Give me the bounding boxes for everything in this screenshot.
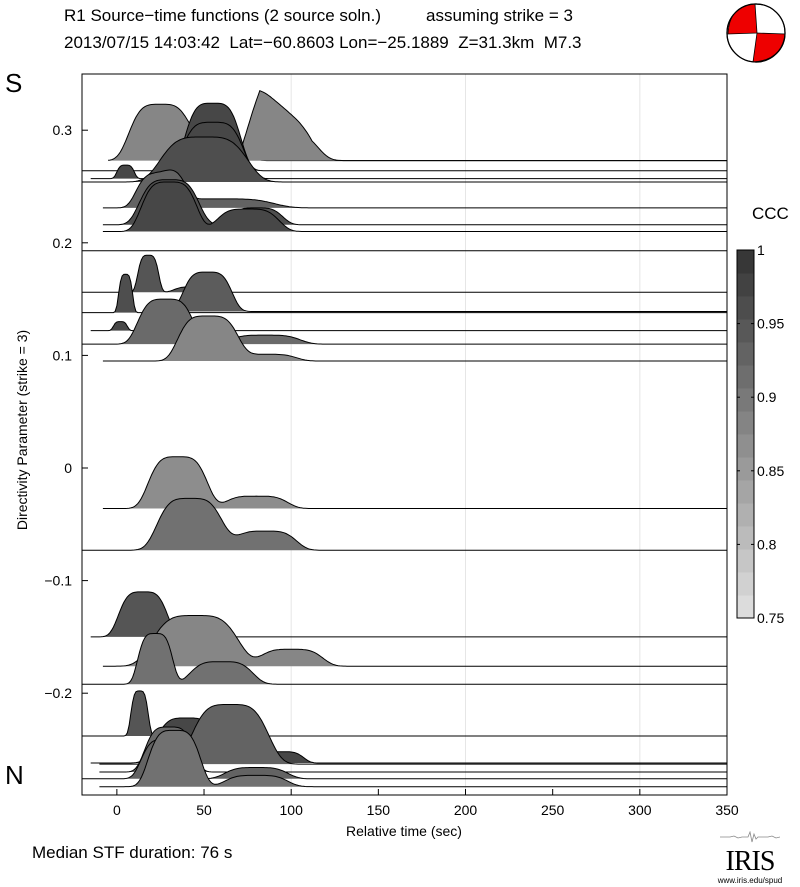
colorbar-level <box>737 526 754 550</box>
colorbar-level <box>737 296 754 320</box>
stf-traces <box>82 90 728 788</box>
colorbar-level <box>737 480 754 504</box>
north-label: N <box>5 760 24 790</box>
beachball-quadrant <box>752 32 786 63</box>
chart-title: R1 Source−time functions (2 source soln.… <box>64 6 382 25</box>
stf-trace-line <box>82 298 727 345</box>
stf-trace-line <box>151 271 727 312</box>
stf-fill <box>82 633 727 685</box>
y-axis-label: Directivity Parameter (strike = 3) <box>14 330 30 530</box>
colorbar-level <box>737 411 754 435</box>
colorbar-level <box>737 457 754 481</box>
stf-fill <box>99 704 727 765</box>
stf-trace-line <box>102 315 727 362</box>
stf-fill <box>102 456 727 509</box>
y-tick-label: −0.2 <box>44 685 72 701</box>
stf-fill <box>151 272 727 312</box>
colorbar-tick-label: 0.75 <box>757 610 784 626</box>
colorbar-level <box>737 434 754 458</box>
colorbar-level <box>737 250 754 274</box>
x-tick-label: 100 <box>280 802 304 818</box>
south-label: S <box>5 68 23 98</box>
seismogram-icon <box>720 830 781 843</box>
colorbar-level <box>737 503 754 527</box>
stf-trace-line <box>99 729 727 788</box>
stf-fill <box>102 316 727 361</box>
colorbar-tick-label: 0.85 <box>757 463 784 479</box>
y-axis: 0.3 0.2 0.1 0 −0.1 −0.2 <box>44 122 88 701</box>
stf-fill <box>169 90 727 161</box>
stf-trace-line <box>90 121 727 180</box>
stf-fill <box>82 137 727 182</box>
y-tick-label: 0.2 <box>53 235 73 251</box>
y-tick-label: −0.1 <box>44 573 72 589</box>
event-info: 2013/07/15 14:03:42 Lat=−60.8603 Lon=−25… <box>64 33 582 52</box>
stf-fill <box>82 255 727 293</box>
median-stf-duration: Median STF duration: 76 s <box>32 843 233 862</box>
stf-trace-line <box>169 90 727 162</box>
y-tick-label: 0 <box>64 460 72 476</box>
stf-trace-line <box>102 181 727 232</box>
chart-title-line: R1 Source−time functions (2 source soln.… <box>64 6 573 26</box>
stf-trace-line <box>90 717 727 764</box>
iris-url: www.iris.edu/spud <box>717 876 783 885</box>
stf-fill <box>82 299 727 345</box>
x-tick-label: 350 <box>715 802 739 818</box>
stf-fill <box>82 739 727 779</box>
stf-trace-line <box>102 179 727 226</box>
stf-fill <box>102 615 727 667</box>
stf-trace-line <box>99 704 727 765</box>
colorbar-tick-label: 1 <box>757 242 765 258</box>
beachball-quadrant <box>727 3 758 35</box>
stf-fill <box>82 690 727 736</box>
colorbar-level <box>737 549 754 573</box>
stf-fill <box>90 591 727 637</box>
colorbar-tick-label: 0.8 <box>757 536 777 552</box>
colorbar-level <box>737 319 754 343</box>
stf-trace-line <box>102 456 727 509</box>
iris-logo-text: IRIS <box>725 846 776 877</box>
x-tick-label: 50 <box>196 802 212 818</box>
stf-trace-line <box>82 254 727 293</box>
stf-trace-line <box>82 633 727 685</box>
x-tick-label: 200 <box>454 802 478 818</box>
x-tick-label: 250 <box>541 802 565 818</box>
colorbar: 1 0.95 0.9 0.85 0.8 0.75 <box>736 242 784 626</box>
colorbar-tick-label: 0.9 <box>757 389 777 405</box>
stf-trace-line <box>102 169 727 209</box>
colorbar-tick-label: 0.95 <box>757 316 784 332</box>
stf-fill <box>82 498 727 551</box>
colorbar-frame <box>736 249 755 619</box>
colorbar-title: CCC <box>752 204 789 223</box>
y-tick-label: 0.3 <box>53 122 73 138</box>
x-axis: 0 50 100 150 200 250 300 350 <box>113 789 739 818</box>
x-tick-label: 300 <box>628 802 652 818</box>
colorbar-level <box>737 572 754 596</box>
y-tick-label: 0.1 <box>53 347 73 363</box>
grid <box>290 74 641 795</box>
x-tick-label: 0 <box>113 802 121 818</box>
focal-mechanism-beachball-icon <box>726 3 786 63</box>
colorbar-level <box>737 595 754 619</box>
colorbar-level <box>737 342 754 366</box>
stf-trace-line <box>82 136 727 183</box>
colorbar-level <box>737 273 754 297</box>
colorbar-level <box>737 388 754 412</box>
stf-trace-line <box>102 615 727 667</box>
stf-trace-line <box>82 497 727 551</box>
plot-frame <box>81 73 728 796</box>
x-tick-label: 150 <box>367 802 391 818</box>
stf-fill <box>99 730 727 787</box>
strike-note: assuming strike = 3 <box>426 6 573 25</box>
stf-trace-line <box>82 102 727 172</box>
colorbar-level <box>737 365 754 389</box>
x-axis-label: Relative time (sec) <box>346 823 462 839</box>
stf-fill <box>102 182 727 232</box>
iris-logo: IRIS www.iris.edu/spud <box>705 830 795 885</box>
